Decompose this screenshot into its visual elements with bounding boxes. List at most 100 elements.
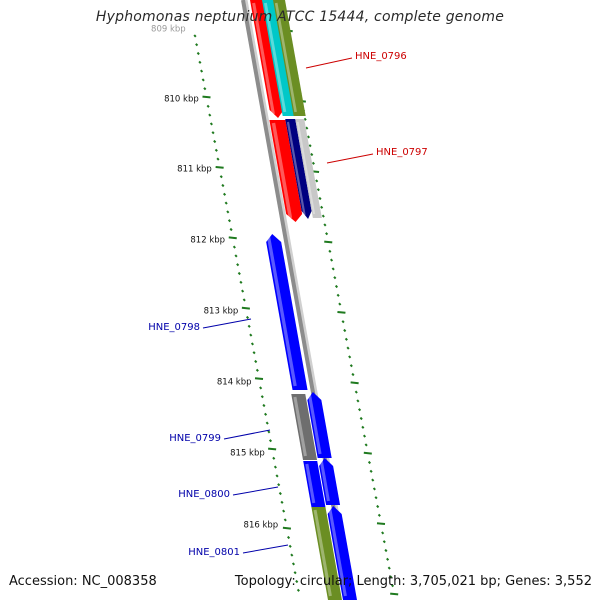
minor-tick xyxy=(259,386,263,390)
feature-blue-0798-shine xyxy=(266,236,297,387)
minor-tick xyxy=(329,258,334,262)
minor-tick xyxy=(354,390,358,394)
minor-tick xyxy=(236,263,240,267)
major-tick xyxy=(268,447,277,451)
minor-tick xyxy=(201,78,205,82)
minor-tick xyxy=(320,205,324,209)
genome-title: Hyphomonas neptunium ATCC 15444, complet… xyxy=(95,9,505,25)
minor-tick xyxy=(382,540,386,544)
feature-blue-0800a xyxy=(303,461,326,507)
minor-tick xyxy=(278,491,282,496)
minor-tick xyxy=(234,254,238,258)
minor-tick xyxy=(227,219,232,223)
feature-blue-0799-body xyxy=(307,392,332,458)
tick-label: 810 kbp xyxy=(164,95,199,105)
minor-tick xyxy=(387,566,391,570)
minor-tick xyxy=(296,588,300,592)
feature-lightgray xyxy=(295,119,322,218)
minor-tick xyxy=(226,210,230,214)
minor-tick xyxy=(196,51,200,56)
feature-blue-0801-body xyxy=(327,506,357,600)
feature-cyan-shine xyxy=(263,2,287,113)
tick-label: 816 kbp xyxy=(244,521,279,531)
minor-tick xyxy=(254,359,258,364)
minor-tick xyxy=(331,267,335,271)
minor-tick xyxy=(255,368,259,372)
minor-tick xyxy=(291,562,296,566)
feature-olive-lower xyxy=(311,507,342,600)
feature-red-lower-shine xyxy=(271,122,293,219)
minor-tick xyxy=(272,456,276,460)
minor-tick xyxy=(308,144,312,148)
minor-tick xyxy=(275,474,279,478)
minor-tick xyxy=(195,43,199,47)
gene-label: HNE_0798 xyxy=(148,322,200,333)
tick-label: 812 kbp xyxy=(190,236,225,246)
minor-tick xyxy=(334,284,339,289)
minor-tick xyxy=(229,227,233,232)
minor-tick xyxy=(290,553,294,557)
minor-tick xyxy=(306,135,311,139)
major-tick xyxy=(376,522,386,525)
minor-tick xyxy=(318,196,322,201)
tick-label: 815 kbp xyxy=(230,449,265,459)
gene-label: HNE_0801 xyxy=(188,547,240,558)
major-tick xyxy=(215,166,224,169)
minor-tick xyxy=(349,364,353,368)
minor-tick xyxy=(372,487,376,491)
feature-lightgray-body xyxy=(295,119,322,218)
minor-tick xyxy=(316,188,320,192)
minor-tick xyxy=(361,425,365,429)
minor-tick xyxy=(369,469,373,473)
minor-tick xyxy=(206,104,210,108)
minor-tick xyxy=(277,483,281,487)
feature-navy xyxy=(285,119,312,219)
minor-tick xyxy=(280,500,284,504)
major-tick xyxy=(241,306,250,310)
minor-tick xyxy=(321,214,325,218)
feature-blue-0798-body xyxy=(266,234,308,390)
minor-tick xyxy=(209,122,213,126)
feature-cyan-body xyxy=(262,0,296,116)
feature-red-lower-body xyxy=(269,120,303,222)
gene-label-leader xyxy=(305,57,353,69)
minor-tick xyxy=(362,434,367,438)
minor-tick xyxy=(333,276,337,280)
feature-olive-lower-shine xyxy=(313,509,332,597)
gene-label-leader xyxy=(223,429,271,440)
gene-label: HNE_0800 xyxy=(178,489,230,500)
feature-navy-shine xyxy=(286,121,306,216)
minor-tick xyxy=(252,351,256,355)
feature-red-upper xyxy=(250,0,284,118)
gene-label-leader xyxy=(326,153,374,164)
major-tick xyxy=(324,240,333,244)
major-tick xyxy=(363,451,372,455)
minor-tick xyxy=(364,443,368,447)
feature-olive-upper xyxy=(273,0,306,116)
minor-tick xyxy=(367,460,372,465)
tick-label: 809 kbp xyxy=(151,25,186,35)
feature-blue-0799 xyxy=(307,392,332,458)
minor-tick xyxy=(283,518,287,522)
minor-tick xyxy=(273,465,277,469)
feature-gray-0799 xyxy=(291,394,318,460)
minor-tick xyxy=(295,579,299,584)
minor-tick xyxy=(315,179,319,183)
minor-tick xyxy=(338,302,342,306)
feature-red-upper-shine xyxy=(252,2,275,115)
minor-tick xyxy=(219,175,223,179)
gene-label-leader xyxy=(202,318,252,329)
feature-blue-0801 xyxy=(327,506,357,600)
feature-red-lower xyxy=(269,120,303,222)
major-tick xyxy=(228,236,237,240)
minor-tick xyxy=(245,315,250,320)
minor-tick xyxy=(376,504,380,509)
minor-tick xyxy=(267,430,271,434)
feature-olive-lower-body xyxy=(311,507,342,600)
minor-tick xyxy=(250,342,254,346)
accession-text: Accession: NC_008358 xyxy=(9,574,157,589)
minor-tick xyxy=(343,328,347,333)
minor-tick xyxy=(237,271,241,276)
minor-tick xyxy=(348,355,352,359)
